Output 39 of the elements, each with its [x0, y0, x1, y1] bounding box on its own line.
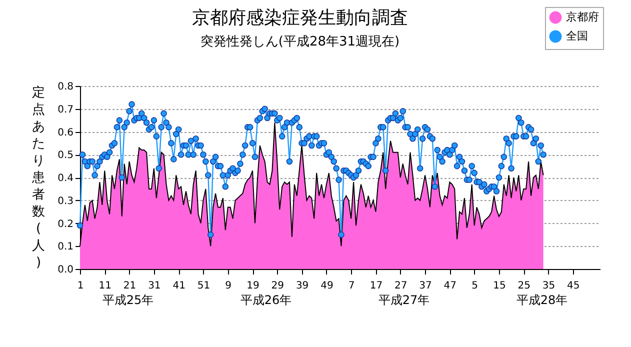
y-tick-label: 0.3 — [58, 196, 74, 207]
text: 定点あたり患者数(人) — [32, 86, 45, 270]
x-tick-label: 11 — [98, 280, 112, 292]
x-tick-label: 29 — [271, 280, 284, 292]
x-tick-label: 25 — [518, 280, 530, 292]
x-tick-label: 31 — [148, 280, 161, 292]
x-tick-label: 9 — [225, 280, 232, 292]
legend-label: 京都府 — [566, 10, 599, 24]
text: 平成26年 — [240, 293, 292, 307]
text: 平成25年 — [102, 293, 154, 307]
x-tick-label: 41 — [172, 280, 186, 292]
x-tick-label: 51 — [197, 280, 210, 292]
chart-subtitle: 突発性発しん(平成28年31週現在) — [200, 34, 400, 50]
x-tick-label: 27 — [394, 280, 408, 292]
x-tick-label: 5 — [472, 280, 478, 292]
y-tick-label: 0.6 — [58, 127, 74, 138]
text: 平成28年 — [516, 293, 568, 307]
y-tick-label: 0.5 — [58, 150, 74, 162]
x-tick-label: 7 — [348, 280, 355, 292]
chart-title: 京都府感染症発生動向調査 — [192, 8, 408, 28]
y-tick-label: 0.8 — [58, 82, 74, 92]
x-tick-label: 37 — [419, 280, 432, 292]
x-tick-label: 17 — [370, 280, 383, 292]
y-tick-label: 0.1 — [58, 242, 74, 253]
y-tick-label: 0.7 — [58, 104, 74, 116]
legend-label: 全国 — [566, 30, 588, 42]
text: 平成27年 — [378, 293, 430, 307]
x-tick-label: 19 — [246, 280, 260, 292]
x-tick-label: 47 — [444, 280, 457, 292]
y-tick-label: 0.4 — [58, 173, 74, 184]
y-tick-label: 0.0 — [58, 264, 74, 276]
x-tick-label: 1 — [77, 280, 84, 292]
x-tick-label: 39 — [296, 280, 309, 292]
x-tick-label: 35 — [542, 280, 556, 292]
x-tick-label: 21 — [123, 280, 136, 292]
y-tick-label: 0.2 — [58, 218, 74, 230]
x-tick-label: 15 — [493, 280, 506, 292]
x-tick-label: 45 — [567, 280, 580, 292]
x-tick-label: 49 — [320, 280, 334, 292]
